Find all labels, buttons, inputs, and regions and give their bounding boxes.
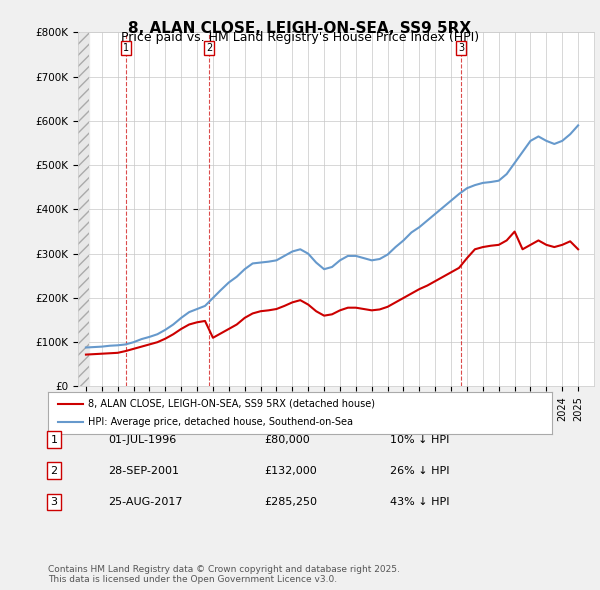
Text: 01-JUL-1996: 01-JUL-1996 (108, 435, 176, 444)
Text: 8, ALAN CLOSE, LEIGH-ON-SEA, SS9 5RX (detached house): 8, ALAN CLOSE, LEIGH-ON-SEA, SS9 5RX (de… (88, 399, 376, 409)
Text: 25-AUG-2017: 25-AUG-2017 (108, 497, 182, 507)
Text: 1: 1 (122, 43, 128, 53)
Text: 26% ↓ HPI: 26% ↓ HPI (390, 466, 449, 476)
Text: 3: 3 (50, 497, 58, 507)
Text: 43% ↓ HPI: 43% ↓ HPI (390, 497, 449, 507)
Text: 2: 2 (50, 466, 58, 476)
Text: HPI: Average price, detached house, Southend-on-Sea: HPI: Average price, detached house, Sout… (88, 417, 353, 427)
Text: 1: 1 (50, 435, 58, 444)
Text: £80,000: £80,000 (264, 435, 310, 444)
Text: Price paid vs. HM Land Registry's House Price Index (HPI): Price paid vs. HM Land Registry's House … (121, 31, 479, 44)
Text: 8, ALAN CLOSE, LEIGH-ON-SEA, SS9 5RX: 8, ALAN CLOSE, LEIGH-ON-SEA, SS9 5RX (128, 21, 472, 35)
Text: 2: 2 (206, 43, 212, 53)
Text: £132,000: £132,000 (264, 466, 317, 476)
Bar (78, 32, 89, 386)
Text: 10% ↓ HPI: 10% ↓ HPI (390, 435, 449, 444)
Text: Contains HM Land Registry data © Crown copyright and database right 2025.
This d: Contains HM Land Registry data © Crown c… (48, 565, 400, 584)
Text: 28-SEP-2001: 28-SEP-2001 (108, 466, 179, 476)
Text: 3: 3 (458, 43, 464, 53)
Text: £285,250: £285,250 (264, 497, 317, 507)
Bar (78, 32, 89, 386)
